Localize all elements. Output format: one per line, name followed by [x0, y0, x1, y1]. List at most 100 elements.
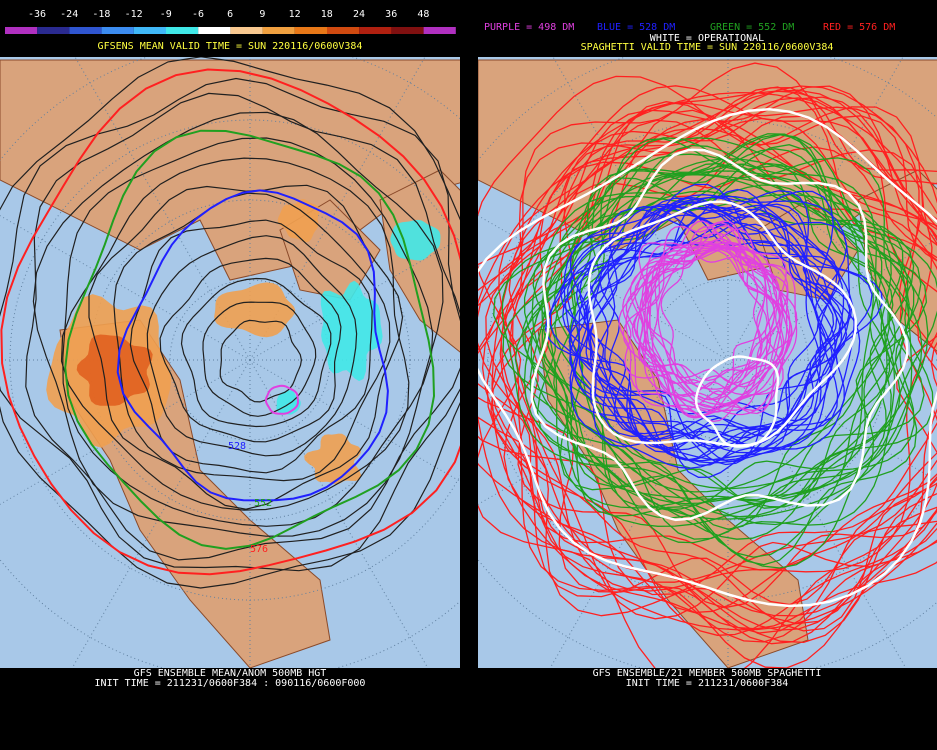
colorbar: -36 -24 -18 -12 -9 -6 6 9 12 18 24 36 48	[5, 9, 456, 34]
right-footer: GFS ENSEMBLE/21 MEMBER 500MB SPAGHETTI	[593, 668, 822, 679]
colorbar-label: 36	[385, 9, 397, 20]
spaghetti-member	[578, 190, 836, 478]
spaghetti-member	[501, 175, 897, 526]
spaghetti-member	[478, 62, 937, 625]
spaghetti-member	[530, 170, 913, 520]
colorbar-label: 18	[321, 9, 333, 20]
spaghetti-member	[574, 205, 835, 461]
right-map	[478, 57, 937, 668]
contour-label: 576	[250, 544, 268, 555]
spaghetti-member	[633, 238, 783, 406]
colorbar-swatch	[262, 27, 295, 34]
spaghetti-member	[587, 211, 843, 451]
operational-contour	[694, 355, 780, 448]
spaghetti-member	[478, 75, 937, 668]
operational-contour	[478, 108, 937, 608]
colorbar-label: -6	[192, 9, 204, 20]
contour-label: 528	[228, 441, 246, 452]
height-contour	[219, 319, 303, 403]
height-contour	[129, 219, 373, 474]
anomaly-area	[277, 199, 320, 243]
contour-label: 552	[254, 498, 272, 509]
colorbar-label: -12	[125, 9, 143, 20]
height-contour	[202, 301, 317, 417]
spaghetti-member	[660, 228, 789, 385]
spaghetti-member	[478, 117, 937, 571]
spaghetti-member	[478, 86, 937, 645]
spaghetti-member	[478, 118, 937, 592]
spaghetti-member	[583, 223, 851, 466]
colorbar-label: -18	[92, 9, 110, 20]
colorbar-swatch	[101, 27, 134, 34]
colorbar-swatch	[294, 27, 327, 34]
colorbar-label: -9	[160, 9, 172, 20]
height-contour	[180, 277, 332, 428]
spaghetti-member	[542, 133, 929, 569]
height-contour	[146, 235, 358, 457]
legend-entry: BLUE = 528 DM	[597, 22, 675, 33]
key-contour	[116, 189, 389, 502]
spaghetti-member	[503, 85, 937, 614]
spaghetti-member	[636, 242, 772, 419]
spaghetti-member	[541, 133, 934, 509]
colorbar-swatch	[230, 27, 263, 34]
land	[379, 169, 460, 353]
height-contour	[25, 92, 460, 561]
anomaly-area	[214, 282, 296, 338]
spaghetti-member	[657, 247, 784, 405]
height-contour	[0, 57, 460, 589]
left-footer: GFS ENSEMBLE MEAN/ANOM 500MB HGT	[134, 668, 327, 679]
spaghetti-member	[625, 232, 763, 382]
colorbar-swatch	[133, 27, 166, 34]
colorbar-swatch	[5, 27, 38, 34]
key-contour	[0, 68, 460, 576]
left-title: GFSENS MEAN VALID TIME = SUN 220116/0600…	[98, 41, 363, 52]
height-contour	[60, 157, 410, 511]
operational-contour	[530, 148, 909, 522]
colorbar-swatch	[359, 27, 392, 34]
colorbar-label: 12	[289, 9, 301, 20]
spaghetti-member	[502, 190, 915, 519]
spaghetti-member	[481, 90, 937, 630]
left-footer: INIT TIME = 211231/0600F384 : 090116/060…	[95, 678, 366, 689]
colorbar-swatch	[69, 27, 102, 34]
operational-contour	[587, 200, 857, 447]
colorbar-swatch	[391, 27, 424, 34]
colorbar-swatch	[166, 27, 199, 34]
spaghetti-member	[646, 225, 793, 388]
spaghetti-member	[522, 172, 915, 500]
height-contour	[62, 137, 434, 527]
spaghetti-member	[625, 249, 781, 413]
legend-entry: PURPLE = 498 DM	[484, 22, 574, 33]
colorbar-label: 24	[353, 9, 365, 20]
spaghetti-member	[540, 163, 925, 508]
colorbar-label: -36	[28, 9, 46, 20]
colorbar-label: 48	[417, 9, 429, 20]
left-map	[0, 57, 460, 668]
spaghetti-member	[485, 96, 937, 643]
operational-label: WHITE = OPERATIONAL	[650, 33, 764, 44]
height-contour	[88, 184, 404, 510]
spaghetti-member	[562, 221, 873, 454]
right-title: SPAGHETTI VALID TIME = SUN 220116/0600V3…	[581, 42, 834, 53]
spaghetti-member	[594, 190, 844, 449]
spaghetti-member	[478, 85, 937, 644]
anomaly-area	[76, 334, 153, 406]
spaghetti-member	[629, 247, 781, 401]
colorbar-label: 6	[227, 9, 233, 20]
spaghetti-legend: PURPLE = 498 DM BLUE = 528 DM GREEN = 552 …	[484, 22, 895, 33]
spaghetti-member	[567, 205, 838, 461]
colorbar-swatch	[198, 27, 231, 34]
legend-entry: RED = 576 DM	[823, 22, 895, 33]
height-contour	[32, 111, 444, 537]
spaghetti-member	[531, 137, 874, 505]
colorbar-swatch	[37, 27, 70, 34]
colorbar-swatch	[423, 27, 456, 34]
spaghetti-member	[622, 246, 784, 423]
key-contour	[64, 129, 436, 550]
colorbar-label: 9	[259, 9, 265, 20]
colorbar-label: -24	[60, 9, 78, 20]
spaghetti-member	[618, 249, 776, 416]
spaghetti-member	[478, 119, 937, 596]
